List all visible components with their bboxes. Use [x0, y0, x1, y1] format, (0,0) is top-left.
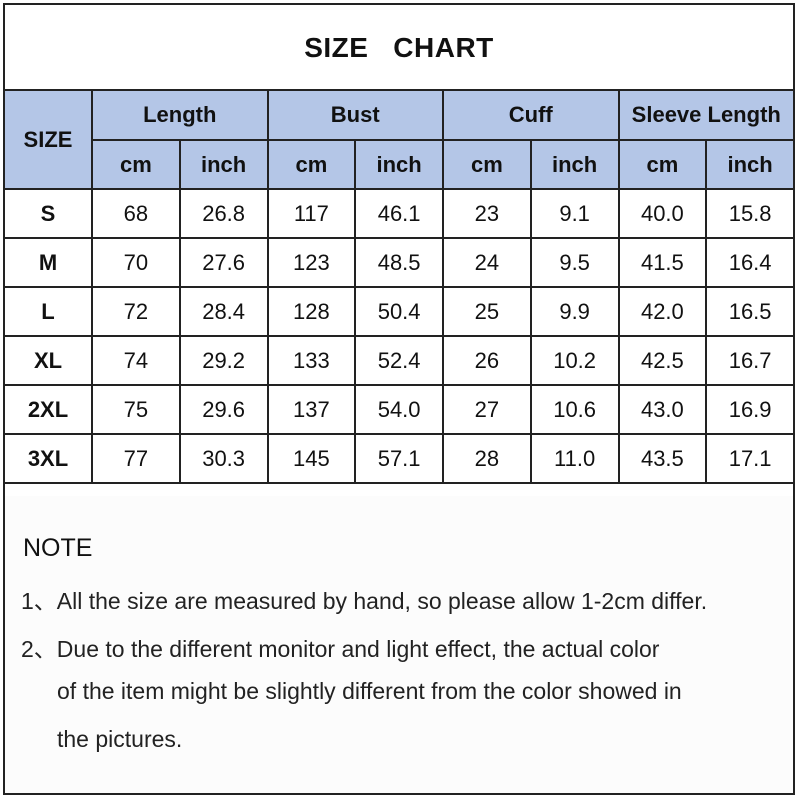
chart-title: SIZE CHART	[304, 31, 494, 63]
value-cell: 24	[442, 237, 532, 288]
value-cell: 10.2	[529, 335, 620, 386]
value-cell: 70	[91, 237, 181, 288]
value-cell: 117	[266, 188, 357, 239]
value-cell: 9.9	[529, 286, 620, 337]
note-title: NOTE	[23, 534, 93, 562]
size-cell: XL	[3, 335, 93, 386]
group-header-cuff: Cuff	[442, 89, 620, 141]
note-line: 2、Due to the different monitor and light…	[21, 636, 660, 662]
value-cell: 27	[442, 384, 532, 435]
value-cell: 43.5	[617, 433, 708, 484]
value-cell: 145	[266, 433, 357, 484]
table-row: S 68 26.8 117 46.1 23 9.1 40.0 15.8	[3, 188, 795, 239]
size-table: SIZE Length Bust Cuff Sleeve Length cm in…	[3, 89, 795, 484]
size-cell: S	[3, 188, 93, 239]
value-cell: 10.6	[529, 384, 620, 435]
size-chart: SIZE CHART SIZE Length Bust Cuff Sleeve …	[3, 3, 795, 795]
table-row: L 72 28.4 128 50.4 25 9.9 42.0 16.5	[3, 286, 795, 337]
unit-header: cm	[266, 139, 357, 190]
value-cell: 72	[91, 286, 181, 337]
unit-header: cm	[442, 139, 532, 190]
value-cell: 46.1	[354, 188, 444, 239]
table-row: 2XL 75 29.6 137 54.0 27 10.6 43.0 16.9	[3, 384, 795, 435]
value-cell: 15.8	[705, 188, 795, 239]
unit-header: inch	[354, 139, 444, 190]
value-cell: 50.4	[354, 286, 444, 337]
value-cell: 28	[442, 433, 532, 484]
value-cell: 128	[266, 286, 357, 337]
size-cell: 2XL	[3, 384, 93, 435]
size-cell: 3XL	[3, 433, 93, 484]
value-cell: 75	[91, 384, 181, 435]
notes-section: NOTE 1、All the size are measured by hand…	[5, 496, 793, 793]
value-cell: 43.0	[617, 384, 708, 435]
size-header: SIZE	[3, 89, 93, 190]
value-cell: 16.4	[705, 237, 795, 288]
value-cell: 42.5	[617, 335, 708, 386]
value-cell: 17.1	[705, 433, 795, 484]
value-cell: 137	[266, 384, 357, 435]
unit-header: cm	[91, 139, 181, 190]
value-cell: 26.8	[178, 188, 269, 239]
value-cell: 16.7	[705, 335, 795, 386]
value-cell: 133	[266, 335, 357, 386]
value-cell: 9.1	[529, 188, 620, 239]
value-cell: 27.6	[178, 237, 269, 288]
value-cell: 29.6	[178, 384, 269, 435]
value-cell: 30.3	[178, 433, 269, 484]
value-cell: 52.4	[354, 335, 444, 386]
value-cell: 54.0	[354, 384, 444, 435]
table-row: M 70 27.6 123 48.5 24 9.5 41.5 16.4	[3, 237, 795, 288]
value-cell: 57.1	[354, 433, 444, 484]
value-cell: 48.5	[354, 237, 444, 288]
value-cell: 77	[91, 433, 181, 484]
value-cell: 28.4	[178, 286, 269, 337]
value-cell: 123	[266, 237, 357, 288]
value-cell: 29.2	[178, 335, 269, 386]
unit-header: inch	[178, 139, 269, 190]
value-cell: 40.0	[617, 188, 708, 239]
unit-header: cm	[617, 139, 708, 190]
table-row: XL 74 29.2 133 52.4 26 10.2 42.5 16.7	[3, 335, 795, 386]
unit-header: inch	[705, 139, 795, 190]
table-row: 3XL 77 30.3 145 57.1 28 11.0 43.5 17.1	[3, 433, 795, 484]
size-cell: L	[3, 286, 93, 337]
value-cell: 11.0	[529, 433, 620, 484]
unit-header: inch	[529, 139, 620, 190]
group-header-sleeve-length: Sleeve Length	[617, 89, 795, 141]
note-line: the pictures.	[57, 726, 183, 752]
group-header-length: Length	[91, 89, 269, 141]
group-header-bust: Bust	[266, 89, 444, 141]
size-cell: M	[3, 237, 93, 288]
note-line: 1、All the size are measured by hand, so …	[21, 588, 708, 614]
value-cell: 68	[91, 188, 181, 239]
value-cell: 23	[442, 188, 532, 239]
value-cell: 42.0	[617, 286, 708, 337]
value-cell: 9.5	[529, 237, 620, 288]
value-cell: 26	[442, 335, 532, 386]
note-line: of the item might be slightly different …	[57, 678, 682, 704]
value-cell: 16.9	[705, 384, 795, 435]
value-cell: 16.5	[705, 286, 795, 337]
value-cell: 25	[442, 286, 532, 337]
value-cell: 41.5	[617, 237, 708, 288]
value-cell: 74	[91, 335, 181, 386]
